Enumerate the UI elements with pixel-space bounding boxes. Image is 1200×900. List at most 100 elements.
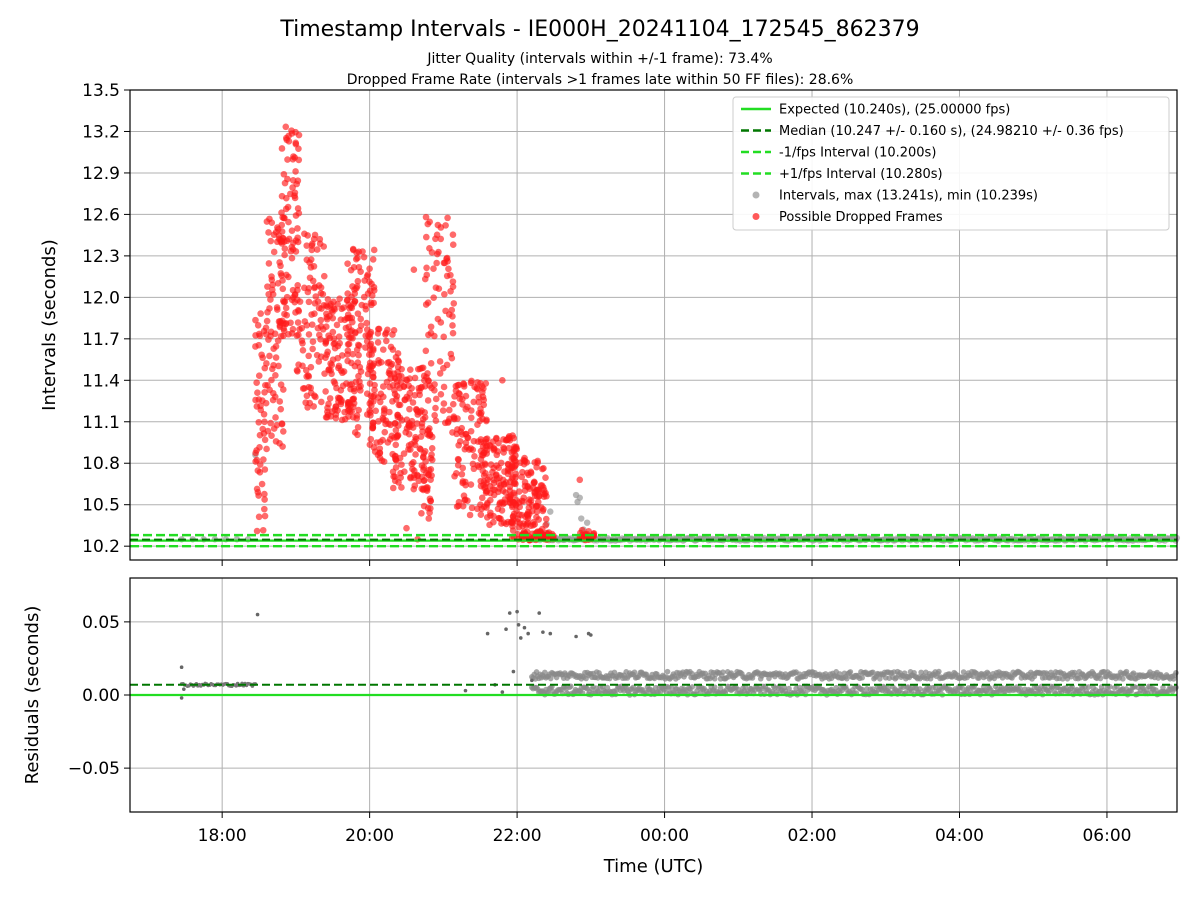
dropped-frame-point: [520, 460, 528, 468]
dropped-frame-point: [326, 334, 334, 342]
residual-point: [542, 669, 548, 676]
bottom-xtick-label: 18:00: [198, 826, 247, 846]
residual-point: [541, 630, 545, 634]
dropped-frame-point: [309, 338, 317, 345]
dropped-frame-point: [396, 401, 404, 409]
dropped-frame-point: [339, 369, 346, 377]
dropped-frame-point: [424, 220, 432, 228]
dropped-frame-point: [278, 145, 286, 152]
dropped-frame-point: [407, 473, 414, 481]
dropped-frame-point: [312, 293, 320, 300]
dropped-frame-point: [396, 384, 404, 392]
dropped-frame-point: [413, 420, 421, 427]
dropped-frame-point: [424, 397, 432, 404]
dropped-frame-point: [282, 123, 290, 131]
dropped-frame-point: [489, 486, 497, 493]
dropped-frame-point: [481, 483, 489, 491]
residual-point: [1120, 676, 1126, 682]
dropped-frame-point: [378, 457, 386, 464]
residual-point: [859, 674, 865, 681]
dropped-frame-point: [304, 232, 311, 239]
dropped-frame-point: [422, 347, 430, 355]
dropped-frame-point: [398, 365, 405, 373]
dropped-frame-point: [259, 526, 267, 534]
dropped-frame-point: [346, 400, 354, 407]
dropped-frame-point: [527, 497, 535, 504]
dropped-frame-point: [434, 221, 442, 229]
dropped-frame-point: [253, 403, 261, 410]
dropped-frame-point: [305, 331, 313, 338]
dropped-frame-point: [272, 343, 280, 350]
residual-point: [1097, 675, 1104, 682]
dropped-frame-point: [266, 386, 273, 394]
dropped-frame-point: [444, 214, 451, 222]
residual-point: [869, 669, 876, 676]
residual-point: [179, 696, 184, 700]
dropped-frame-point: [511, 479, 518, 486]
dropped-frame-point: [396, 414, 404, 422]
dropped-frame-point: [338, 305, 345, 313]
dropped-frame-point: [418, 419, 426, 427]
dropped-frame-point: [303, 392, 311, 400]
dropped-frame-point: [387, 343, 395, 351]
dropped-frame-point: [338, 398, 345, 406]
dropped-frame-point: [367, 435, 375, 443]
residual-point: [547, 675, 554, 682]
dropped-frame-point: [307, 363, 315, 371]
bottom-xtick-label: 02:00: [788, 826, 837, 846]
dropped-frame-point: [284, 175, 291, 183]
dropped-frame-point: [419, 486, 427, 494]
dropped-frame-point: [348, 408, 356, 415]
dropped-frame-point: [479, 415, 486, 423]
dropped-frame-point: [283, 271, 290, 279]
dropped-frame-point: [280, 170, 288, 178]
dropped-frame-point: [487, 461, 495, 468]
dropped-frame-point: [393, 434, 400, 441]
dropped-frame-point: [458, 470, 466, 478]
dropped-frame-point: [495, 464, 503, 471]
dropped-frame-point: [422, 213, 430, 221]
dropped-frame-point: [313, 246, 321, 253]
dropped-frame-point: [279, 277, 286, 284]
dropped-frame-point: [268, 376, 275, 384]
bottom-ytick-label: −0.05: [68, 759, 120, 779]
dropped-frame-point: [312, 393, 319, 401]
dropped-frame-point: [375, 418, 382, 425]
dropped-frame-point: [253, 485, 261, 493]
bottom-ylabel: Residuals (seconds): [22, 606, 43, 785]
dropped-frame-point: [424, 370, 431, 377]
dropped-frame-point: [264, 427, 272, 435]
top-ytick-label: 11.1: [82, 413, 120, 433]
bottom-xlabel: Time (UTC): [603, 856, 704, 877]
dropped-frame-point: [310, 403, 318, 410]
dropped-frame-point: [370, 246, 378, 254]
dropped-frame-point: [481, 461, 489, 469]
dropped-frame-point: [277, 381, 285, 388]
dropped-frame-point: [386, 383, 393, 391]
dropped-frame-point: [330, 340, 338, 348]
dropped-frame-point: [449, 400, 457, 408]
dropped-frame-point: [418, 407, 425, 414]
legend-label: Expected (10.240s), (25.00000 fps): [779, 103, 1010, 118]
dropped-frame-point: [354, 254, 361, 262]
top-ytick-label: 11.7: [82, 330, 120, 350]
dropped-frame-point: [281, 245, 289, 252]
dropped-frame-point: [281, 251, 288, 259]
dropped-frame-point: [355, 372, 362, 380]
residual-point: [511, 669, 516, 674]
dropped-frame-point: [271, 393, 279, 401]
dropped-frame-point: [369, 256, 377, 263]
dropped-frame-point: [427, 323, 435, 331]
dropped-frame-point: [482, 436, 490, 443]
dropped-frame-point: [358, 301, 366, 309]
dropped-frame-point: [354, 423, 362, 431]
dropped-frame-point: [318, 398, 325, 406]
dropped-frame-point: [267, 296, 274, 303]
dropped-frame-point: [435, 285, 443, 292]
dropped-frame-point: [423, 264, 430, 272]
dropped-frame-point: [309, 345, 316, 353]
dropped-frame-point: [372, 407, 380, 415]
dropped-frame-point: [369, 347, 377, 354]
dropped-frame-point: [322, 388, 329, 395]
dropped-frame-point: [468, 504, 476, 512]
